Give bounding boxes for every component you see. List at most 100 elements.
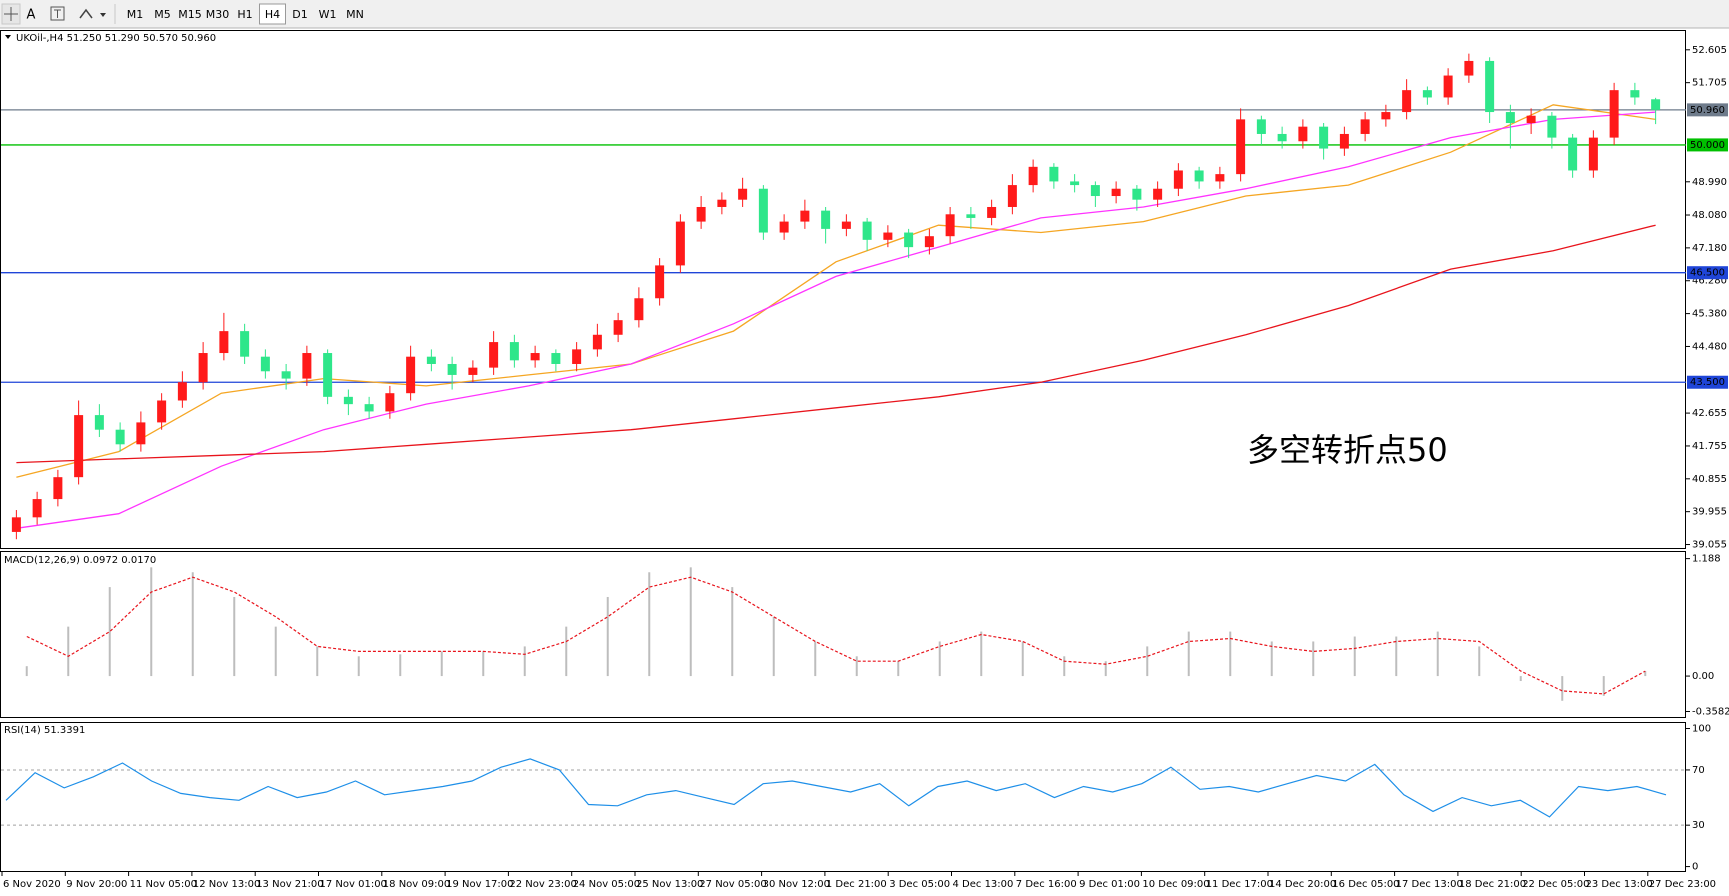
x-tick-label: 7 Dec 16:00 <box>1016 879 1077 890</box>
y-tick-label: 100 <box>1692 724 1711 735</box>
macd-histogram-bar <box>1229 631 1232 677</box>
shapes-menu-icon[interactable] <box>79 8 106 19</box>
macd-histogram-bar <box>1395 636 1398 677</box>
x-tick-label: 11 Nov 05:00 <box>130 879 197 890</box>
timeframe-button[interactable]: H4 <box>265 8 280 21</box>
y-tick-label: 44.480 <box>1692 341 1727 352</box>
candle-body <box>800 210 810 222</box>
candle-body <box>1609 90 1619 138</box>
y-tick-label: 41.755 <box>1692 441 1727 452</box>
candle-body <box>74 415 84 478</box>
moving-average <box>16 111 1656 529</box>
timeframe-button[interactable]: M5 <box>154 8 171 21</box>
macd-histogram-bar <box>1270 641 1273 677</box>
candle-body <box>323 353 333 397</box>
macd-histogram-bar <box>855 656 858 677</box>
timeframe-button[interactable]: M30 <box>206 8 230 21</box>
rsi-title: RSI(14) 51.3391 <box>4 725 85 736</box>
candle-body <box>1194 170 1204 182</box>
candle-body <box>904 232 914 248</box>
timeframe-button[interactable]: H1 <box>237 8 252 21</box>
x-tick-label: 27 Nov 05:00 <box>699 879 766 890</box>
macd-histogram-bar <box>1312 641 1315 677</box>
moving-average <box>16 224 1656 464</box>
y-tick-label: 70 <box>1692 765 1705 776</box>
timeframe-button[interactable]: W1 <box>319 8 337 21</box>
y-tick-label: 0.00 <box>1692 671 1714 682</box>
x-tick-label: 27 Dec 23:00 <box>1649 879 1716 890</box>
candle-body <box>1588 137 1598 171</box>
timeframe-bar: M1 M5 M15 M30 H1 H4 D1 W1 MN <box>127 3 364 25</box>
crosshair-icon[interactable] <box>1 3 21 25</box>
macd-histogram-bar <box>67 626 70 677</box>
candle-body <box>655 265 665 299</box>
y-tick-label: 52.605 <box>1692 45 1727 56</box>
macd-histogram-bar <box>1644 671 1647 677</box>
label-tool-icon[interactable] <box>50 6 65 21</box>
candle-body <box>1422 90 1432 98</box>
x-tick-label: 4 Dec 13:00 <box>953 879 1014 890</box>
macd-histogram-bar <box>731 587 734 677</box>
y-tick-label: 42.655 <box>1692 408 1727 419</box>
candle-body <box>1256 119 1266 134</box>
timeframe-button[interactable]: D1 <box>292 8 307 21</box>
x-tick-label: 25 Nov 13:00 <box>636 879 703 890</box>
candle-body <box>136 422 146 445</box>
macd-histogram-bar <box>274 626 277 677</box>
level-label-box <box>1687 266 1728 280</box>
candle-body <box>1360 119 1370 134</box>
macd-histogram-bar <box>316 646 319 677</box>
macd-histogram-bar <box>689 567 692 677</box>
candle-body <box>779 221 789 233</box>
x-tick-label: 1 Dec 21:00 <box>826 879 887 890</box>
candle-body <box>406 356 416 394</box>
symbol-menu-arrow[interactable] <box>5 35 11 39</box>
main-title: UKOil-,H4 51.250 51.290 50.570 50.960 <box>16 33 216 44</box>
macd-histogram-bar <box>150 567 153 677</box>
candle-body <box>1277 133 1287 142</box>
x-tick-label: 18 Dec 21:00 <box>1459 879 1526 890</box>
macd-histogram-bar <box>648 572 651 677</box>
macd-histogram-bar <box>25 666 28 677</box>
candle-body <box>1339 133 1349 149</box>
x-tick-label: 18 Nov 09:00 <box>383 879 450 890</box>
candle-body <box>1236 119 1246 175</box>
macd-histogram-bar <box>1436 631 1439 677</box>
macd-histogram-bar <box>1561 676 1564 701</box>
candle-body <box>738 188 748 200</box>
level-label-box <box>1687 375 1728 389</box>
macd-histogram-bar <box>1146 646 1149 677</box>
x-tick-label: 24 Nov 05:00 <box>573 879 640 890</box>
level-label-box <box>1687 103 1728 117</box>
candle-body <box>1028 166 1038 186</box>
x-tick-label: 14 Dec 20:00 <box>1269 879 1336 890</box>
macd-histogram-bar <box>1104 661 1107 677</box>
candle-body <box>1443 75 1453 98</box>
level-label: 50.960 <box>1690 105 1725 116</box>
candle-body <box>1298 126 1308 142</box>
candle-body <box>447 363 457 375</box>
timeframe-button[interactable]: M1 <box>127 8 144 21</box>
candle-body <box>219 331 229 354</box>
macd-histogram-bar <box>191 572 194 677</box>
toolbar <box>0 0 1729 28</box>
text-tool-button[interactable]: A <box>27 8 36 23</box>
candle-body <box>966 214 976 218</box>
candle-body <box>509 342 519 361</box>
y-tick-label: 0 <box>1692 862 1698 873</box>
macd-histogram-bar <box>772 616 775 677</box>
candle-body <box>1153 188 1163 200</box>
timeframe-button[interactable]: MN <box>346 8 364 21</box>
macd-histogram-bar <box>108 587 111 677</box>
x-tick-label: 16 Dec 05:00 <box>1332 879 1399 890</box>
candle-body <box>862 221 872 240</box>
y-tick-label: 39.955 <box>1692 507 1727 518</box>
level-label-box <box>1687 138 1728 152</box>
candle-body <box>883 232 893 240</box>
candle-body <box>551 353 561 364</box>
level-label: 50.000 <box>1690 140 1725 151</box>
macd-histogram-bar <box>399 654 402 677</box>
macd-histogram-bar <box>897 661 900 677</box>
timeframe-button[interactable]: M15 <box>178 8 202 21</box>
